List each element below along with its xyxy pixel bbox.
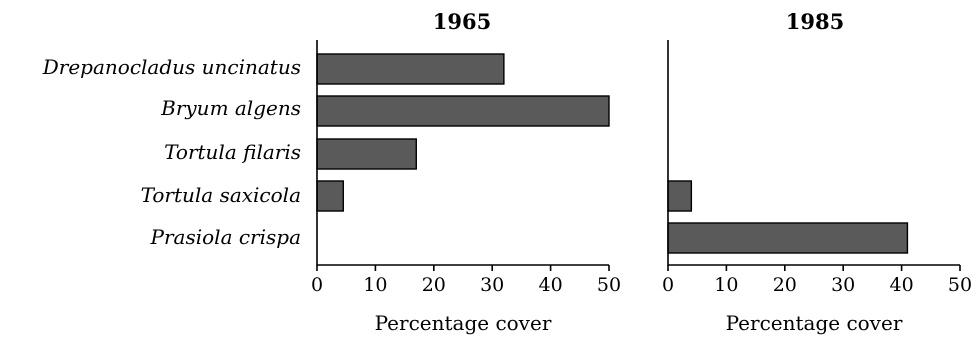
x-tick-label: 10 <box>363 274 387 296</box>
bar <box>316 180 344 212</box>
bar <box>667 222 909 254</box>
bar <box>316 95 610 127</box>
x-tick-label: 30 <box>831 274 855 296</box>
x-tick-label: 20 <box>773 274 797 296</box>
x-ticks-1985: 0 10 20 30 40 50 <box>662 265 972 296</box>
panel-title-1965: 1965 <box>433 9 491 34</box>
x-tick-label: 40 <box>890 274 914 296</box>
panel-1985: 1985 0 10 20 30 40 50 Percentage cover <box>662 9 972 335</box>
category-labels: Drepanocladus uncinatus Bryum algens Tor… <box>42 55 301 249</box>
category-label: Tortula saxicola <box>141 183 301 207</box>
x-tick-label: 20 <box>422 274 446 296</box>
category-label: Tortula filaris <box>164 140 301 164</box>
category-label: Drepanocladus uncinatus <box>42 55 301 79</box>
panel-title-1985: 1985 <box>786 9 844 34</box>
bars-1985 <box>667 180 909 254</box>
x-tick-label: 0 <box>311 274 323 296</box>
x-tick-label: 10 <box>714 274 738 296</box>
bar <box>316 138 417 170</box>
x-tick-label: 50 <box>948 274 972 296</box>
bars-1965 <box>316 53 610 212</box>
x-tick-label: 40 <box>539 274 563 296</box>
x-axis-label-1985: Percentage cover <box>726 311 903 335</box>
x-tick-label: 50 <box>597 274 621 296</box>
x-axis-label-1965: Percentage cover <box>375 311 552 335</box>
x-tick-label: 0 <box>662 274 674 296</box>
category-label: Bryum algens <box>160 96 301 120</box>
bar <box>667 180 693 212</box>
x-tick-label: 30 <box>480 274 504 296</box>
category-label: Prasiola crispa <box>150 225 301 249</box>
panel-1965: 1965 Drepanocladus uncinatus Bryum algen… <box>42 9 621 335</box>
bar <box>316 53 505 85</box>
x-ticks-1965: 0 10 20 30 40 50 <box>311 265 621 296</box>
